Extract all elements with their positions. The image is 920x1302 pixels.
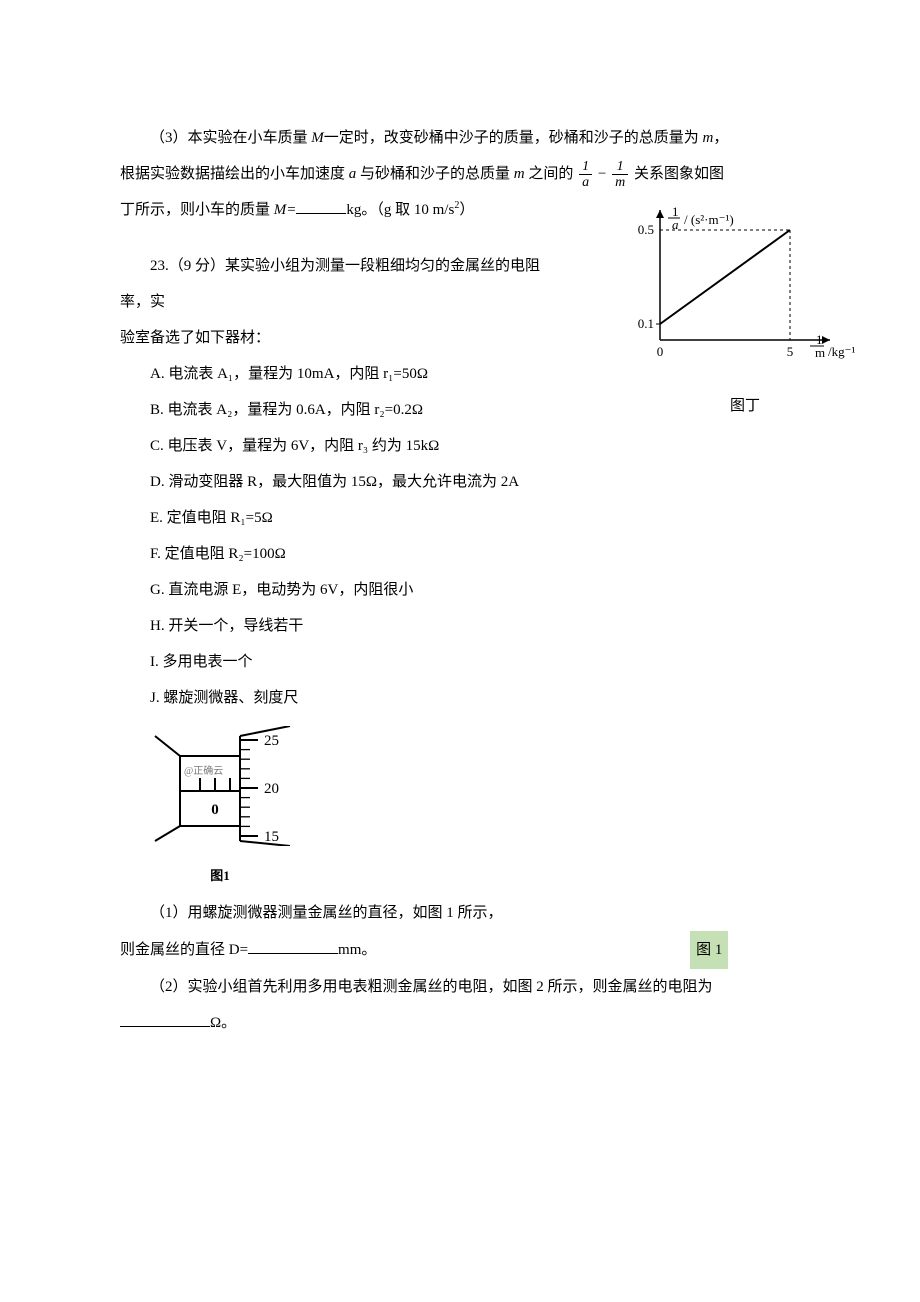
text: 与砂桶和沙子的总质量 — [356, 166, 514, 182]
micrometer-caption: 图1 — [150, 860, 290, 891]
q23-item-J: J. 螺旋测微器、刻度尺 — [120, 680, 800, 716]
var-Meq: M= — [274, 202, 297, 218]
text: 则金属丝的直径 D= — [120, 942, 248, 958]
frac-1-over-m: 1m — [610, 159, 630, 191]
text: ） — [459, 202, 474, 218]
q23-intro-2: 验室备选了如下器材： — [120, 320, 540, 356]
svg-text:25: 25 — [264, 733, 279, 749]
var-m: m — [703, 130, 714, 146]
svg-text:/kg⁻¹: /kg⁻¹ — [828, 344, 855, 359]
q23-item-I: I. 多用电表一个 — [120, 644, 800, 680]
q23-item-D: D. 滑动变阻器 R，最大阻值为 15Ω，最大允许电流为 2A — [120, 464, 800, 500]
text: （3）本实验在小车质量 — [150, 130, 311, 146]
minus: − — [598, 166, 606, 182]
svg-text:/ (s²·m⁻¹): / (s²·m⁻¹) — [684, 212, 734, 227]
q23-item-E: E. 定值电阻 R₁=5Ω — [120, 500, 800, 536]
svg-text:15: 15 — [264, 829, 279, 845]
svg-text:5: 5 — [787, 344, 794, 359]
blank-resistance — [120, 1011, 210, 1027]
q23-item-G: G. 直流电源 E，电动势为 6V，内阻很小 — [120, 572, 800, 608]
text: ， — [713, 130, 728, 146]
frac-1-over-a: 1a — [577, 159, 594, 191]
graph-caption: 图丁 — [630, 388, 860, 424]
micrometer-svg: 0 @正确云 25 20 15 — [150, 726, 310, 846]
text: Ω。 — [210, 1015, 236, 1031]
q22-3-line2: 根据实验数据描绘出的小车加速度 a 与砂桶和沙子的总质量 m 之间的 1a − … — [120, 156, 800, 192]
q23-item-C: C. 电压表 V，量程为 6V，内阻 r₃ 约为 15kΩ — [120, 428, 800, 464]
figure-1-label: 图 1 — [690, 931, 728, 969]
svg-text:0.5: 0.5 — [638, 222, 654, 237]
micrometer-figure: 0 @正确云 25 20 15 图1 — [150, 726, 800, 891]
svg-text:0.1: 0.1 — [638, 316, 654, 331]
text: 一定时，改变砂桶中沙子的质量，砂桶和沙子的总质量为 — [324, 130, 703, 146]
text: 根据实验数据描绘出的小车加速度 — [120, 166, 349, 182]
q23-item-H: H. 开关一个，导线若干 — [120, 608, 800, 644]
var-M: M — [311, 130, 324, 146]
q23-2-line1: （2）实验小组首先利用多用电表粗测金属丝的电阻，如图 2 所示，则金属丝的电阻为 — [120, 969, 800, 1005]
blank-diameter — [248, 938, 338, 954]
blank-mass — [296, 198, 346, 214]
text: 之间的 — [525, 166, 574, 182]
graph-svg: 0.50.1051a/ (s²·m⁻¹)1m/kg⁻¹ — [630, 200, 860, 370]
svg-text:20: 20 — [264, 781, 279, 797]
text: kg。（g 取 10 m/s — [346, 202, 454, 218]
svg-text:0: 0 — [211, 802, 219, 818]
q23-1-line2: 则金属丝的直径 D= mm。 图 1 — [120, 931, 800, 969]
q23-1-line1: （1）用螺旋测微器测量金属丝的直径，如图 1 所示， — [120, 895, 800, 931]
q23-2-line2: Ω。 — [120, 1005, 800, 1041]
graph-ding: 0.50.1051a/ (s²·m⁻¹)1m/kg⁻¹ 图丁 — [630, 200, 860, 424]
var-m: m — [514, 166, 525, 182]
svg-text:@正确云: @正确云 — [184, 764, 223, 777]
q23-item-F: F. 定值电阻 R₂=100Ω — [120, 536, 800, 572]
text: 丁所示，则小车的质量 — [120, 202, 274, 218]
q23-intro-1: 23.（9 分）某实验小组为测量一段粗细均匀的金属丝的电阻率，实 — [120, 248, 540, 320]
svg-text:0: 0 — [657, 344, 664, 359]
text: 关系图象如图 — [634, 166, 724, 182]
q22-3-line1: （3）本实验在小车质量 M一定时，改变砂桶中沙子的质量，砂桶和沙子的总质量为 m… — [120, 120, 800, 156]
text: mm。 — [338, 942, 376, 958]
